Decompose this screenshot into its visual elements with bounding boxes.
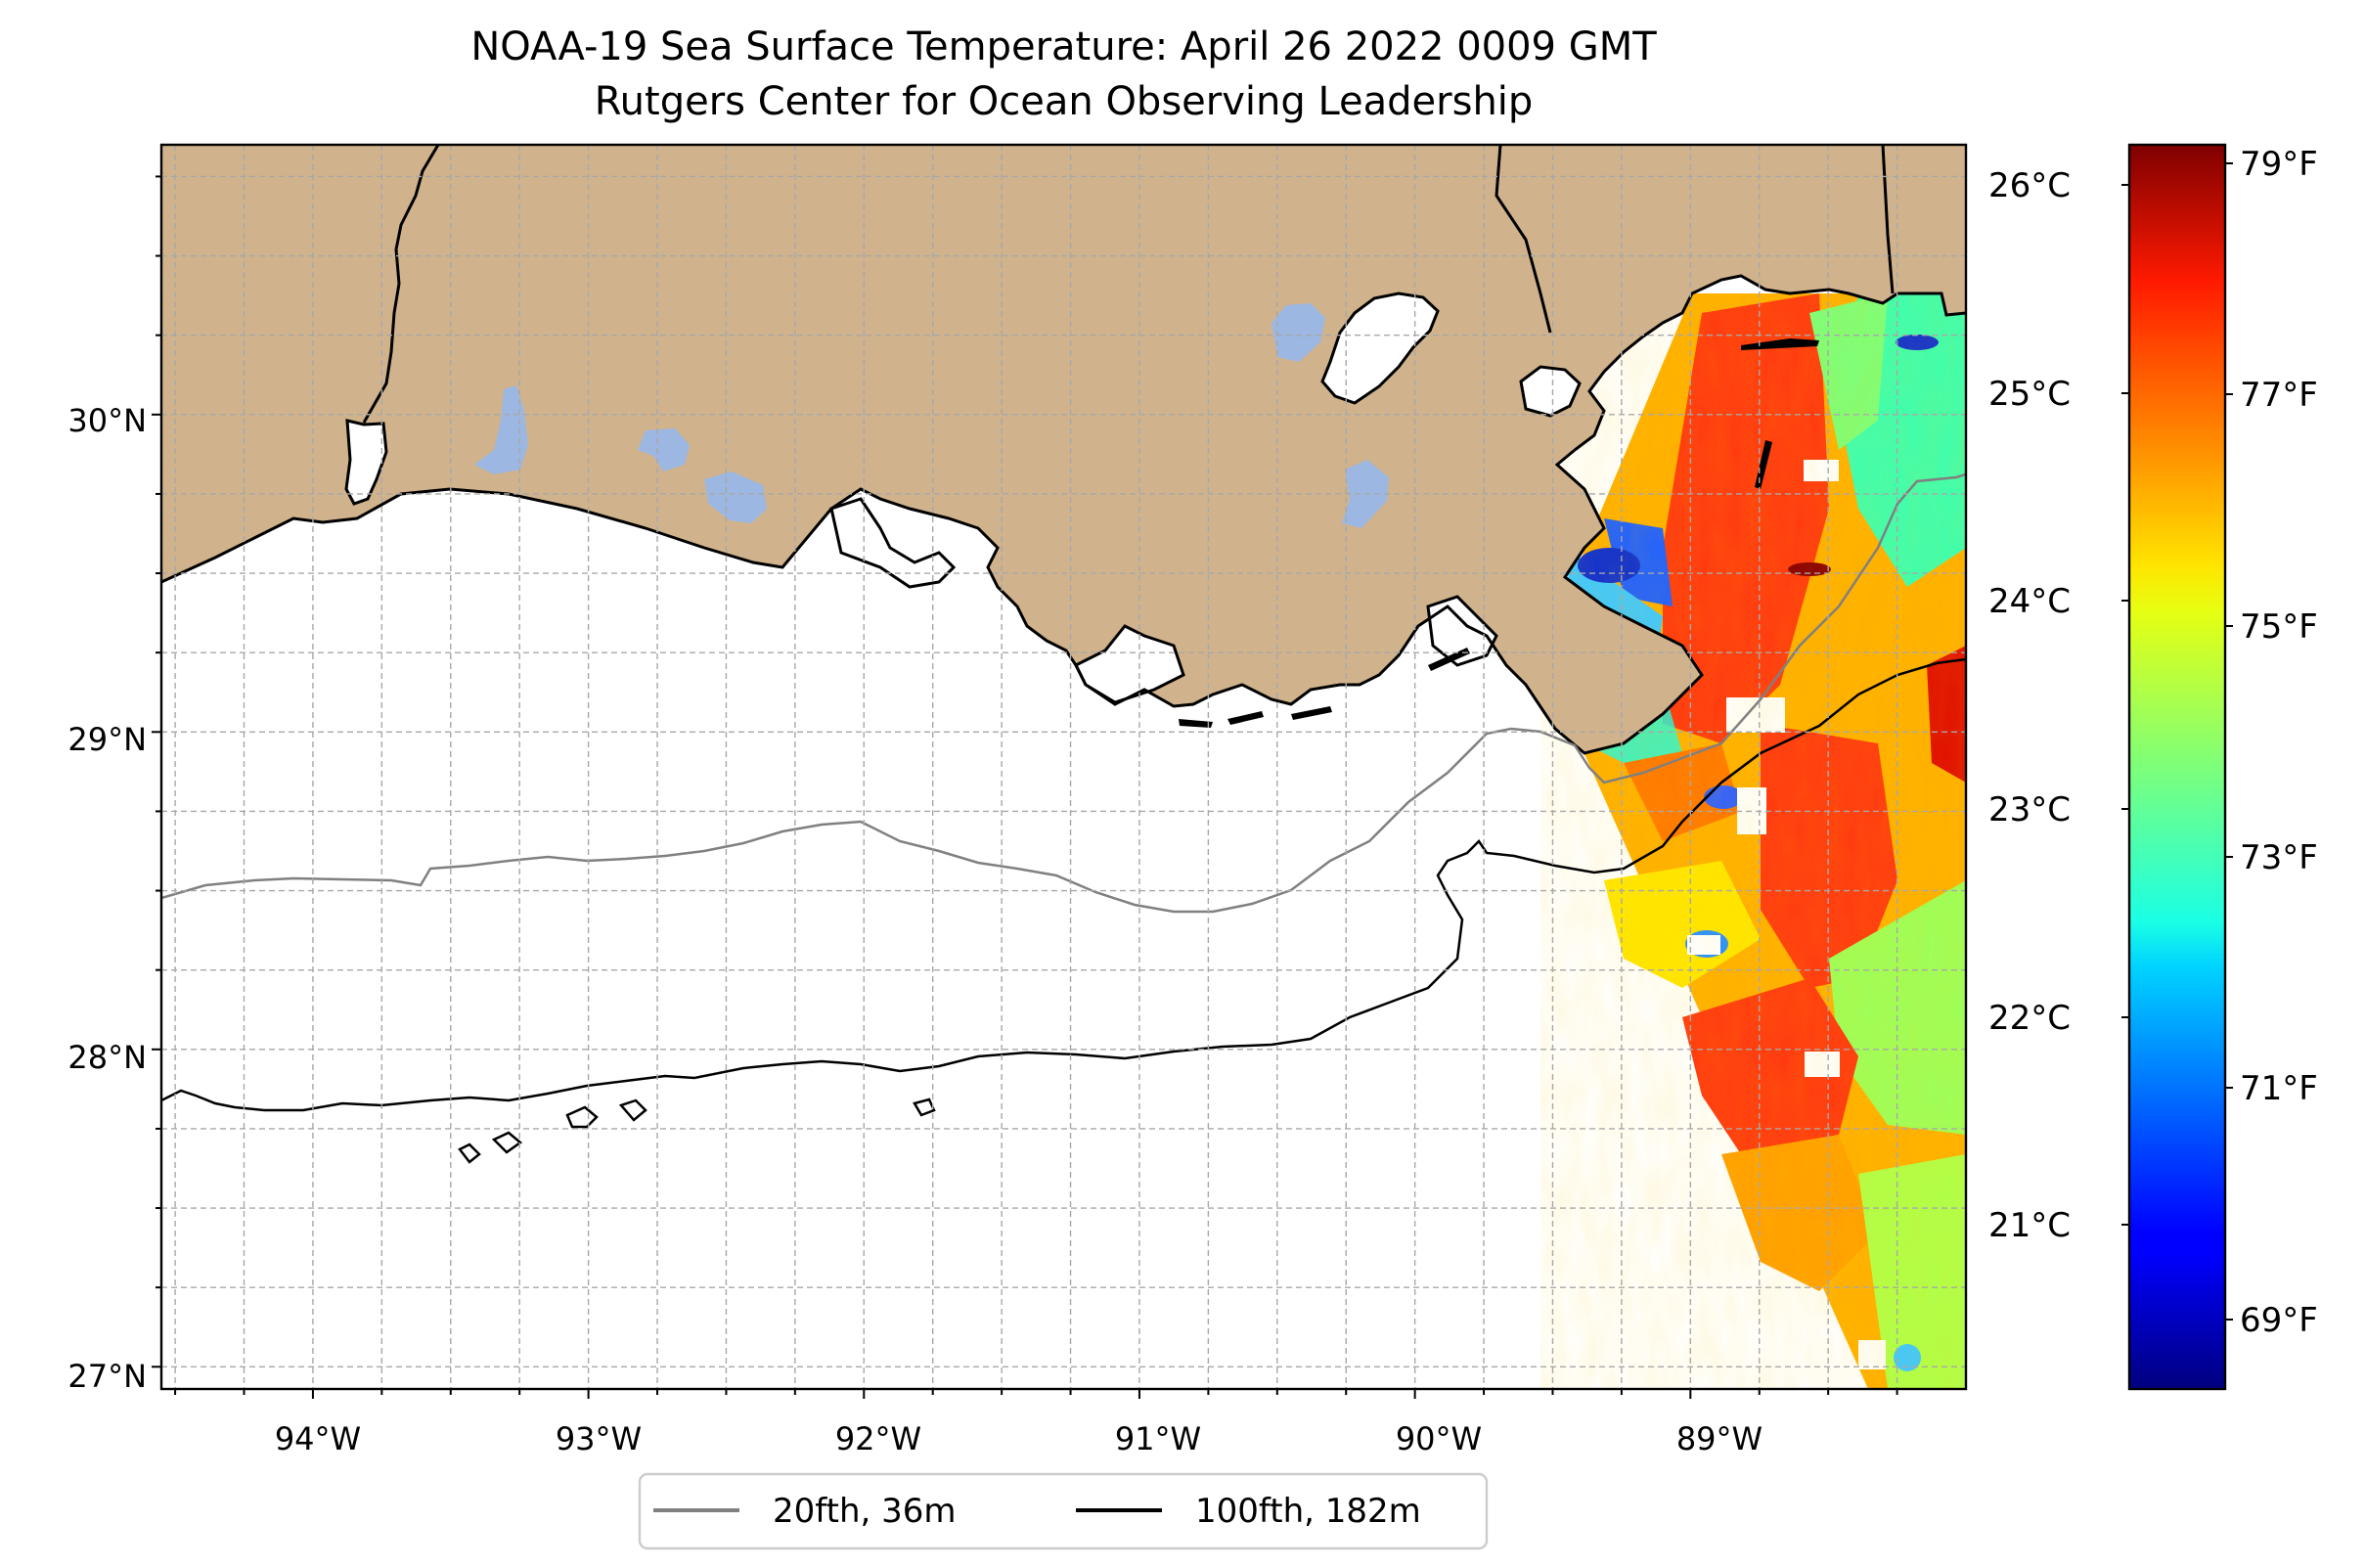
- celsius-tick-label: 24°C: [1988, 582, 2071, 621]
- celsius-tick-label: 23°C: [1988, 790, 2071, 829]
- isobath-shoal-1: [565, 1105, 599, 1129]
- colorbar-celsius-labels: 21°C 22°C 23°C 24°C 25°C 26°C: [1988, 166, 2071, 1245]
- celsius-tick-label: 25°C: [1988, 375, 2071, 414]
- lon-tick-label: 90°W: [1396, 1420, 1482, 1457]
- celsius-tick-label: 26°C: [1988, 166, 2071, 205]
- isobath-100fth: [161, 657, 1966, 1112]
- state-border-ms: [1495, 145, 1552, 334]
- island-5: [1741, 338, 1819, 350]
- fahrenheit-tick-label: 75°F: [2240, 607, 2318, 647]
- state-border-al: [1881, 145, 1895, 294]
- legend-label-20fth: 20fth, 36m: [773, 1492, 957, 1531]
- fahrenheit-tick-label: 69°F: [2240, 1301, 2318, 1340]
- isobath-shoal-3: [458, 1142, 481, 1164]
- lon-tick-label: 89°W: [1676, 1420, 1763, 1457]
- fahrenheit-tick-label: 77°F: [2240, 376, 2318, 415]
- legend: 20fth, 36m 100fth, 182m: [638, 1472, 1489, 1550]
- vermilion-bay: [829, 497, 957, 589]
- lake-blue-3: [704, 471, 767, 523]
- island-1: [1179, 719, 1213, 728]
- legend-box: [638, 1472, 1489, 1550]
- lat-tick-label: 28°N: [67, 1039, 147, 1076]
- calcasieu-lake: [344, 419, 388, 506]
- colorbar-fahrenheit-labels: 69°F 71°F 73°F 75°F 77°F 79°F: [2240, 145, 2318, 1340]
- axis-ticks: [152, 175, 1898, 1399]
- map-subtitle: Rutgers Center for Ocean Observing Leade…: [594, 79, 1534, 124]
- lon-tick-label: 94°W: [275, 1420, 361, 1457]
- fahrenheit-tick-label: 79°F: [2240, 145, 2318, 184]
- gridlines: [161, 145, 1966, 1389]
- sst-swath: [1540, 293, 1966, 1389]
- state-border-la: [362, 145, 440, 424]
- island-4: [1428, 648, 1470, 671]
- colorbar-ticks: [2121, 162, 2233, 1321]
- lat-tick-label: 27°N: [67, 1358, 147, 1395]
- land-louisiana: [161, 145, 1966, 753]
- map-frame: [159, 143, 1968, 1391]
- isobath-shoal-5: [913, 1098, 936, 1117]
- lake-pontchartrain: [1320, 291, 1440, 405]
- lake-blue-2: [638, 428, 690, 471]
- celsius-tick-label: 22°C: [1988, 999, 2071, 1038]
- lat-tick-labels: 27°N 28°N 29°N 30°N: [67, 402, 147, 1395]
- isobath-shoal-2: [618, 1098, 647, 1122]
- lon-tick-label: 91°W: [1115, 1420, 1201, 1457]
- map-title: NOAA-19 Sea Surface Temperature: April 2…: [470, 24, 1657, 69]
- lon-tick-label: 92°W: [835, 1420, 921, 1457]
- lake-blue-1: [474, 385, 528, 474]
- lon-tick-label: 93°W: [556, 1420, 642, 1457]
- isobath-20fth: [161, 472, 1966, 914]
- fahrenheit-tick-label: 73°F: [2240, 838, 2318, 877]
- coastline: [161, 274, 1966, 755]
- lake-blue-4: [1272, 303, 1325, 362]
- isobath-shoal-4: [491, 1131, 523, 1154]
- lake-maurepas: [1519, 365, 1582, 418]
- lon-tick-labels: 94°W 93°W 92°W 91°W 90°W 89°W: [275, 1420, 1763, 1457]
- colorbar-frame: [2127, 143, 2227, 1391]
- fahrenheit-tick-label: 71°F: [2240, 1069, 2318, 1108]
- island-6: [1755, 440, 1772, 489]
- celsius-tick-label: 21°C: [1988, 1206, 2071, 1245]
- lat-tick-label: 30°N: [67, 402, 147, 439]
- legend-label-100fth: 100fth, 182m: [1195, 1492, 1421, 1531]
- lat-tick-label: 29°N: [67, 721, 147, 758]
- island-3: [1291, 706, 1332, 720]
- colorbar-gradient: [2129, 145, 2225, 1389]
- island-2: [1227, 711, 1264, 725]
